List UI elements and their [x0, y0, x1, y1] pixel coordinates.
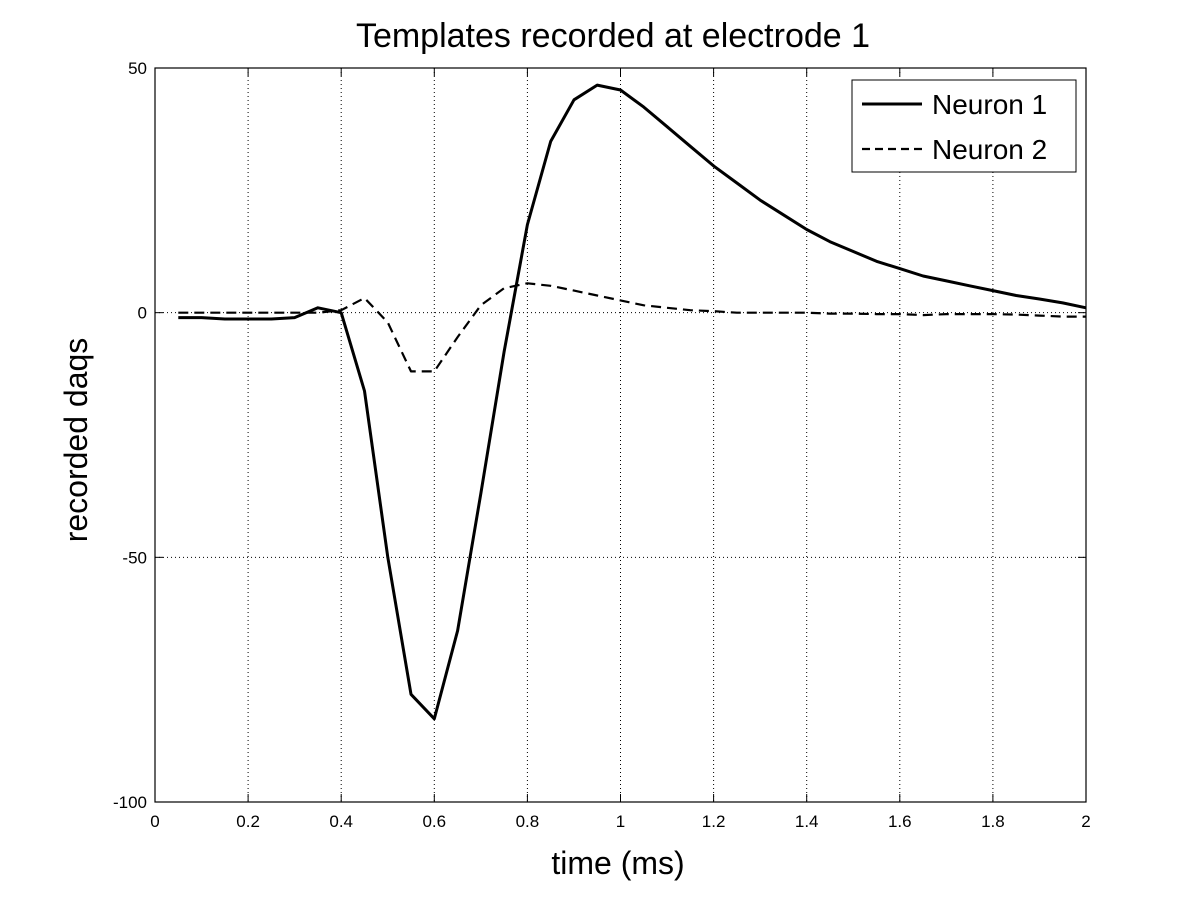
x-tick-label: 0 — [150, 812, 159, 831]
axes — [154, 67, 1087, 803]
legend-box — [851, 79, 1077, 173]
x-tick-label: 0.4 — [329, 812, 353, 831]
x-tick-label: 1 — [616, 812, 625, 831]
y-tick-label: -100 — [113, 793, 147, 812]
series-line-neuron-1 — [178, 83, 1087, 721]
x-tick-label: 0.2 — [236, 812, 260, 831]
x-tick-label: 1.6 — [888, 812, 912, 831]
series-line-neuron-2 — [178, 282, 1086, 373]
x-tick-label: 1.8 — [981, 812, 1005, 831]
x-tick-label: 2 — [1081, 812, 1090, 831]
legend-label: Neuron 2 — [932, 134, 1047, 165]
y-tick-label: -50 — [122, 548, 147, 567]
legend: Neuron 1 Neuron 2 — [851, 79, 1077, 173]
y-tick-label: 0 — [138, 304, 147, 323]
x-tick-label: 0.8 — [516, 812, 540, 831]
legend-label: Neuron 1 — [932, 89, 1047, 120]
chart-title: Templates recorded at electrode 1 — [356, 17, 870, 55]
x-tick-label: 1.2 — [702, 812, 726, 831]
tick-labels: 0 0.2 0.4 0.6 0.8 1 1.2 1.4 1.6 1.8 2 50 0 -50 -100 — [113, 59, 1091, 831]
x-tick-label: 1.4 — [795, 812, 819, 831]
x-tick-label: 0.6 — [422, 812, 446, 831]
x-axis-label: time (ms) — [551, 845, 684, 881]
y-axis-label: recorded daqs — [58, 338, 94, 543]
y-tick-label: 50 — [128, 59, 147, 78]
data-series — [178, 83, 1087, 721]
